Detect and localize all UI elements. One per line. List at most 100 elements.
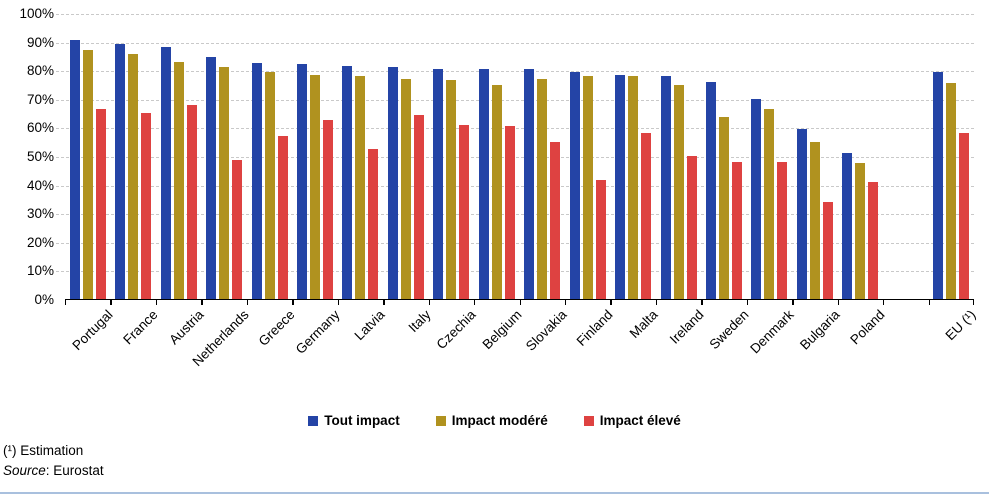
x-axis-label-belgium: Belgium <box>479 307 525 353</box>
x-axis-tick <box>110 300 112 305</box>
source-label: Source <box>3 463 46 478</box>
bar-sweden-impact-eleve <box>732 161 743 299</box>
x-axis-tick <box>519 300 521 305</box>
gridline-90 <box>56 42 974 44</box>
legend-item-impact-eleve: Impact élevé <box>583 413 681 428</box>
bar-malta-impact-eleve <box>641 133 652 299</box>
y-axis-label-60: 60% <box>26 120 54 136</box>
bar-portugal-impact-modere <box>82 50 93 299</box>
x-axis-label-greece: Greece <box>255 307 298 349</box>
gridline-80 <box>56 71 974 73</box>
x-axis-label-ireland: Ireland <box>666 307 707 347</box>
y-axis-label-0: 0% <box>34 292 54 307</box>
bar-france-impact-modere <box>128 54 139 299</box>
y-axis-label-40: 40% <box>26 177 54 193</box>
bar-greece-tout-impact <box>251 63 262 299</box>
bar-eu-tout-impact <box>933 71 944 299</box>
chart-legend: Tout impact Impact modéré Impact élevé <box>0 413 989 428</box>
y-axis-label-80: 80% <box>26 63 54 79</box>
bar-italy-impact-eleve <box>413 114 424 299</box>
x-axis-tick <box>792 300 794 305</box>
y-axis-label-100: 100% <box>19 6 54 21</box>
bar-germany-tout-impact <box>296 64 307 299</box>
bar-czechia-tout-impact <box>433 68 444 299</box>
gridline-30 <box>56 214 974 216</box>
x-axis-label-czechia: Czechia <box>433 307 479 353</box>
x-axis-label-austria: Austria <box>165 307 207 348</box>
bar-latvia-impact-modere <box>355 75 366 299</box>
x-axis-tick <box>837 300 840 305</box>
bar-poland-impact-eleve <box>868 181 879 299</box>
x-axis-tick <box>155 300 158 305</box>
y-axis-label-70: 70% <box>26 91 54 107</box>
x-axis-tick <box>246 300 249 305</box>
y-axis-label-30: 30% <box>26 206 54 222</box>
x-axis-label-latvia: Latvia <box>351 307 389 344</box>
bar-poland-tout-impact <box>842 153 853 299</box>
x-axis-label-italy: Italy <box>405 307 434 336</box>
footnote-estimation-text: (¹) Estimation <box>3 443 84 458</box>
x-axis-tick <box>292 300 294 305</box>
bar-denmark-impact-eleve <box>777 161 788 299</box>
bar-portugal-tout-impact <box>69 40 80 299</box>
bar-netherlands-impact-modere <box>219 67 230 299</box>
legend-label-tout-impact: Tout impact <box>324 413 400 428</box>
bar-denmark-impact-modere <box>764 108 775 299</box>
bar-czechia-impact-eleve <box>459 124 470 299</box>
bar-belgium-impact-eleve <box>504 125 515 299</box>
gridline-40 <box>56 185 974 187</box>
x-axis-tick <box>428 300 430 305</box>
x-axis-tick <box>883 300 885 305</box>
x-axis-tick <box>201 300 203 305</box>
bar-sweden-tout-impact <box>706 81 717 299</box>
bar-ireland-impact-eleve <box>686 156 697 299</box>
bar-slovakia-tout-impact <box>524 68 535 299</box>
bar-slovakia-impact-modere <box>537 78 548 299</box>
x-axis-label-france: France <box>120 307 161 348</box>
x-axis-tick <box>65 300 67 305</box>
bar-poland-impact-modere <box>855 163 866 299</box>
bar-france-tout-impact <box>115 44 126 299</box>
bar-chart-plot-area: 0% 10% 20% 30% 40% 50% 60% 70% 80% 90% 100% Portuga… <box>19 6 978 369</box>
bar-bulgaria-tout-impact <box>796 128 807 299</box>
bar-latvia-tout-impact <box>342 65 353 299</box>
source-colon: : <box>45 463 54 478</box>
bar-malta-tout-impact <box>615 74 626 299</box>
source-value: Eurostat <box>53 463 104 478</box>
bar-latvia-impact-eleve <box>368 148 379 299</box>
bar-greece-impact-modere <box>264 71 275 299</box>
x-axis-label-eu: EU (¹) <box>942 307 979 344</box>
gridline-10 <box>56 271 974 273</box>
x-axis-label-slovakia: Slovakia <box>523 307 570 354</box>
bar-czechia-impact-modere <box>446 80 457 299</box>
x-axis-label-germany: Germany <box>292 307 343 357</box>
bar-austria-tout-impact <box>160 47 171 299</box>
bar-italy-impact-modere <box>400 78 411 299</box>
source-line: Source: Eurostat <box>3 463 104 478</box>
x-axis-label-finland: Finland <box>573 307 616 349</box>
bar-denmark-tout-impact <box>751 98 762 299</box>
gridline-60 <box>56 128 974 130</box>
bar-austria-impact-modere <box>173 61 184 299</box>
x-axis-tick <box>746 300 749 305</box>
y-axis-label-50: 50% <box>26 149 54 164</box>
x-axis-tick <box>655 300 658 305</box>
bar-italy-tout-impact <box>387 67 398 299</box>
bar-sweden-impact-modere <box>719 117 730 299</box>
legend-swatch-tout-impact <box>308 415 319 426</box>
x-axis-label-denmark: Denmark <box>747 307 798 357</box>
bar-eu-impact-modere <box>946 83 957 299</box>
bar-ireland-impact-modere <box>673 84 684 299</box>
legend-swatch-impact-eleve <box>583 415 594 426</box>
footnote-estimation: (¹) Estimation <box>3 443 83 458</box>
bar-malta-impact-modere <box>628 75 639 299</box>
x-axis-tick <box>972 300 974 305</box>
x-axis-label-portugal: Portugal <box>69 307 116 354</box>
bar-belgium-tout-impact <box>478 68 489 299</box>
bar-austria-impact-eleve <box>186 104 197 299</box>
bar-portugal-impact-eleve <box>95 108 106 299</box>
y-axis-label-20: 20% <box>26 234 54 250</box>
y-axis-label-10: 10% <box>26 263 54 279</box>
gridline-70 <box>56 99 974 101</box>
